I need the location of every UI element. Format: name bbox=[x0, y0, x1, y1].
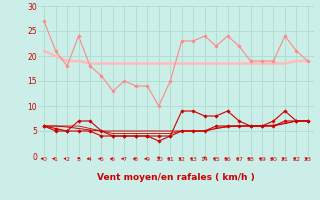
X-axis label: Vent moyen/en rafales ( km/h ): Vent moyen/en rafales ( km/h ) bbox=[97, 174, 255, 182]
